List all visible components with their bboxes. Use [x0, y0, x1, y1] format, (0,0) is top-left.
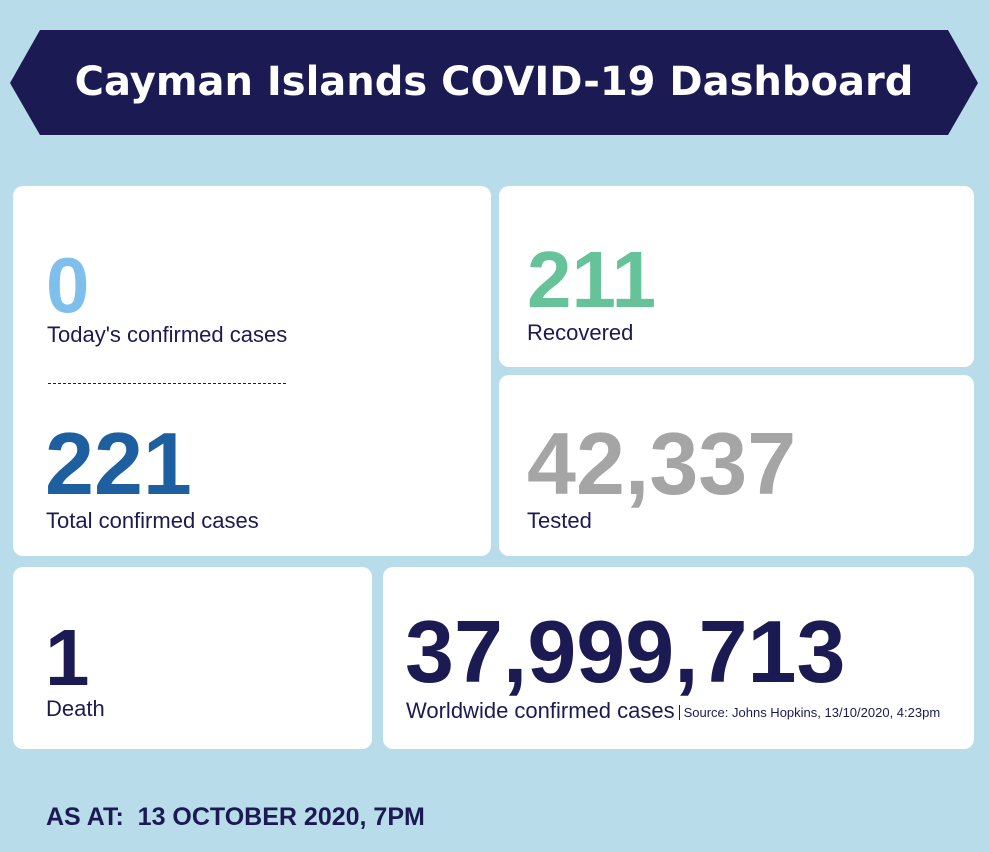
as-at: AS AT: 13 OCTOBER 2020, 7PM	[46, 803, 425, 831]
label: Today's confirmed cases	[47, 322, 288, 347]
card-local-cases	[13, 186, 491, 556]
label: Recovered	[527, 320, 634, 345]
label: Tested	[527, 508, 592, 533]
value: 221	[45, 414, 192, 513]
label: Total confirmed cases	[46, 508, 259, 533]
value: 37,999,713	[405, 602, 846, 701]
value: 0	[46, 241, 90, 329]
label-row: Worldwide confirmed cases Source: Johns H…	[406, 698, 941, 726]
banner-ribbon	[10, 30, 978, 135]
card-worldwide	[383, 567, 974, 749]
value: 211	[527, 235, 657, 324]
label: Worldwide confirmed cases	[406, 698, 675, 723]
divider	[48, 383, 286, 384]
source-note: Source: Johns Hopkins, 13/10/2020, 4:23p…	[678, 705, 941, 720]
label: Death	[46, 696, 105, 721]
card-recovered	[499, 186, 974, 367]
card-tested	[499, 375, 974, 556]
banner: Cayman Islands COVID-19 Dashboard	[10, 30, 978, 135]
card-death	[13, 567, 372, 749]
title: Cayman Islands COVID-19 Dashboard	[75, 59, 914, 105]
value: 1	[45, 613, 90, 702]
value: 42,337	[527, 414, 797, 513]
